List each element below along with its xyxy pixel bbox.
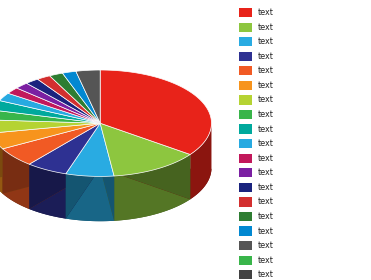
Bar (239, 110, 252, 119)
Text: text: text (258, 125, 274, 134)
Polygon shape (66, 123, 100, 219)
Text: text: text (258, 197, 274, 206)
Bar (239, 95, 252, 104)
Bar (239, 183, 252, 192)
Polygon shape (3, 123, 100, 194)
Polygon shape (76, 70, 100, 123)
Text: text: text (258, 270, 274, 279)
Text: text: text (258, 23, 274, 32)
Polygon shape (29, 123, 100, 174)
Polygon shape (0, 123, 100, 149)
Bar (239, 197, 252, 207)
Polygon shape (0, 101, 100, 123)
Text: text: text (258, 183, 274, 192)
Polygon shape (100, 70, 211, 155)
Text: text: text (258, 110, 274, 119)
Polygon shape (50, 73, 100, 123)
Polygon shape (3, 123, 100, 164)
Polygon shape (66, 168, 114, 221)
Polygon shape (190, 124, 211, 199)
Polygon shape (0, 133, 3, 194)
Text: text: text (258, 154, 274, 163)
Polygon shape (3, 149, 29, 209)
Polygon shape (0, 168, 100, 194)
Polygon shape (37, 76, 100, 123)
Bar (239, 81, 252, 90)
Polygon shape (0, 123, 100, 178)
Text: text: text (258, 256, 274, 265)
Polygon shape (100, 123, 114, 221)
Polygon shape (100, 123, 190, 199)
Text: text: text (258, 227, 274, 235)
Polygon shape (100, 123, 190, 199)
Polygon shape (29, 168, 100, 219)
Bar (239, 270, 252, 279)
Text: text: text (258, 241, 274, 250)
Polygon shape (100, 168, 190, 221)
Bar (239, 66, 252, 75)
Polygon shape (29, 123, 100, 209)
Polygon shape (114, 155, 190, 221)
Polygon shape (17, 83, 100, 123)
Polygon shape (29, 164, 66, 219)
Bar (239, 37, 252, 46)
Polygon shape (66, 174, 114, 221)
Bar (239, 22, 252, 32)
Polygon shape (100, 168, 211, 199)
Bar (239, 256, 252, 265)
Bar (239, 52, 252, 61)
Bar (239, 168, 252, 178)
Bar (239, 154, 252, 163)
Text: text: text (258, 37, 274, 46)
Polygon shape (100, 123, 190, 176)
Polygon shape (0, 120, 100, 133)
Bar (239, 124, 252, 134)
Text: text: text (258, 8, 274, 17)
Polygon shape (62, 71, 100, 123)
Polygon shape (0, 110, 100, 123)
Bar (239, 226, 252, 235)
Bar (239, 139, 252, 148)
Bar (239, 8, 252, 17)
Polygon shape (0, 167, 100, 178)
Polygon shape (0, 123, 100, 178)
Text: text: text (258, 212, 274, 221)
Polygon shape (8, 88, 100, 123)
Polygon shape (29, 123, 100, 209)
Polygon shape (0, 93, 100, 123)
Polygon shape (100, 123, 114, 221)
Text: text: text (258, 139, 274, 148)
Polygon shape (3, 168, 100, 209)
Text: text: text (258, 52, 274, 61)
Text: text: text (258, 66, 274, 75)
Polygon shape (27, 79, 100, 123)
Polygon shape (66, 123, 114, 176)
Text: text: text (258, 95, 274, 104)
Polygon shape (3, 123, 100, 194)
Text: text: text (258, 168, 274, 177)
Polygon shape (66, 123, 100, 219)
Text: text: text (258, 81, 274, 90)
Bar (239, 241, 252, 250)
Bar (239, 212, 252, 221)
